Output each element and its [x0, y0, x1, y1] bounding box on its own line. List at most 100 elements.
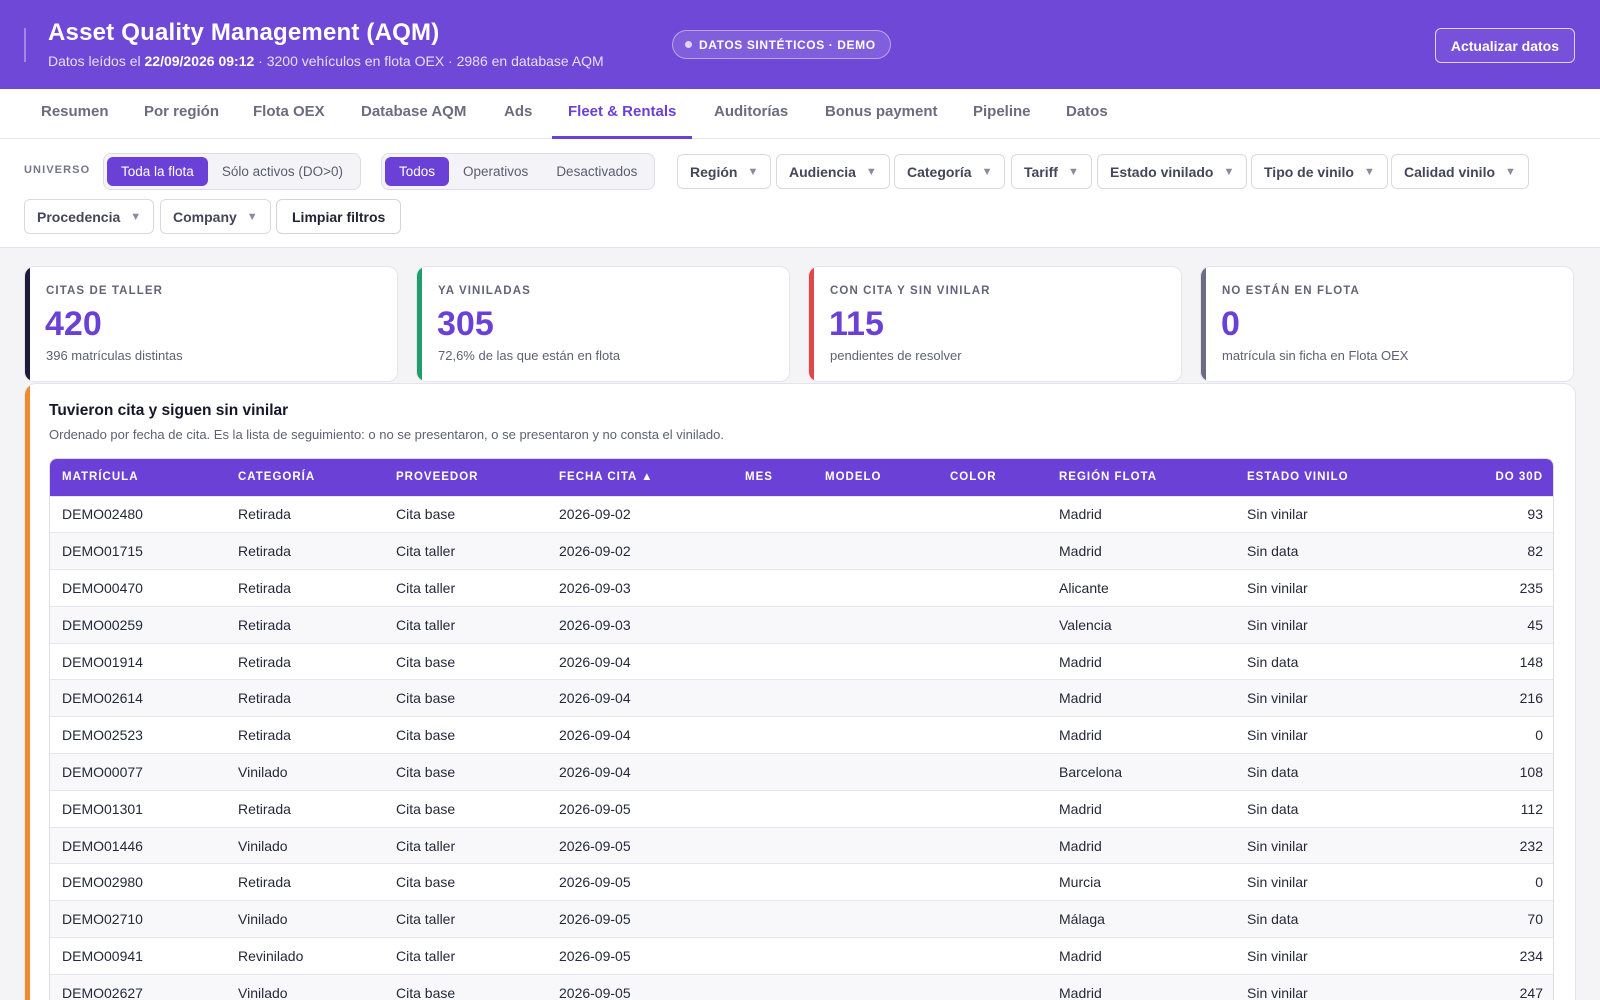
tab-flota-oex[interactable]: Flota OEX [253, 103, 325, 120]
cell-mes [733, 495, 813, 533]
cell-do-30d: 45 [1430, 605, 1553, 644]
cell-estado-vinilo: Sin vinilar [1235, 495, 1430, 533]
table-row[interactable]: DEMO00941 Revinilado Cita taller 2026-09-05… [50, 937, 1553, 975]
table-row[interactable]: DEMO00077 Vinilado Cita base 2026-09-04 Barc… [50, 753, 1553, 791]
calidad-vinilo-dropdown[interactable]: Calidad vinilo ▼ [1391, 154, 1529, 189]
table-row[interactable]: DEMO01446 Vinilado Cita taller 2026-09-05 Ma… [50, 826, 1553, 864]
cell-mes [733, 937, 813, 975]
cell-proveedor: Cita base [384, 716, 547, 754]
universe-active-only[interactable]: Sólo activos (DO>0) [221, 164, 343, 179]
table-row[interactable]: DEMO00470 Retirada Cita taller 2026-09-03 Al… [50, 569, 1553, 607]
cell-color [938, 863, 1047, 901]
tab-ads[interactable]: Ads [504, 103, 533, 120]
cell-matricula: DEMO02980 [50, 863, 226, 901]
cell-fecha-cita: 2026-09-05 [547, 937, 733, 975]
tipo-vinilo-dropdown[interactable]: Tipo de vinilo ▼ [1251, 154, 1388, 189]
cell-categoria: Retirada [226, 532, 384, 570]
tab-bonus-payment[interactable]: Bonus payment [825, 103, 938, 120]
cell-color [938, 789, 1047, 828]
kpi-title: CON CITA Y SIN VINILAR [830, 285, 991, 297]
cell-categoria: Retirada [226, 679, 384, 717]
table-row[interactable]: DEMO00259 Retirada Cita taller 2026-09-03 Va… [50, 605, 1553, 644]
col-proveedor[interactable]: PROVEEDOR [384, 459, 547, 496]
cell-mes [733, 605, 813, 644]
col-color[interactable]: COLOR [938, 459, 1047, 496]
cell-categoria: Retirada [226, 605, 384, 644]
col-estado-vinilo[interactable]: ESTADO VINILO [1235, 459, 1430, 496]
cell-mes [733, 863, 813, 901]
cell-mes [733, 900, 813, 938]
col-modelo[interactable]: MODELO [813, 459, 938, 496]
cell-do-30d: 0 [1430, 863, 1553, 901]
cell-matricula: DEMO02710 [50, 900, 226, 938]
company-dropdown[interactable]: Company ▼ [160, 199, 271, 234]
clear-filters-button[interactable]: Limpiar filtros [276, 199, 402, 234]
table-row[interactable]: DEMO02710 Vinilado Cita taller 2026-09-05 Má… [50, 900, 1553, 938]
cell-modelo [813, 532, 938, 570]
table-row[interactable]: DEMO01914 Retirada Cita base 2026-09-04 Madr… [50, 642, 1553, 680]
cell-do-30d: 70 [1430, 900, 1553, 938]
tab-resumen[interactable]: Resumen [41, 103, 109, 120]
cell-modelo [813, 789, 938, 828]
universe-all-fleet[interactable]: Toda la flota [107, 157, 208, 186]
tab-pipeline[interactable]: Pipeline [973, 103, 1031, 120]
status-desactivados[interactable]: Desactivados [556, 164, 638, 179]
chevron-down-icon: ▼ [1223, 165, 1235, 178]
cell-region-flota: Madrid [1047, 826, 1235, 864]
table-row[interactable]: DEMO01715 Retirada Cita taller 2026-09-02 Ma… [50, 532, 1553, 570]
kpi-value: 305 [437, 305, 494, 343]
cell-categoria: Vinilado [226, 900, 384, 938]
cell-mes [733, 679, 813, 717]
cell-color [938, 642, 1047, 680]
col-do-30d[interactable]: DO 30D [1430, 459, 1553, 496]
universe-toggle: Toda la flota Sólo activos (DO>0) [103, 153, 361, 190]
table-row[interactable]: DEMO01301 Retirada Cita base 2026-09-05 Madr… [50, 789, 1553, 828]
cell-modelo [813, 863, 938, 901]
table-row[interactable]: DEMO02627 Vinilado Cita base 2026-09-05 Madr… [50, 973, 1553, 1000]
col-categoria[interactable]: CATEGORÍA [226, 459, 384, 496]
col-region-flota[interactable]: REGIÓN FLOTA [1047, 459, 1235, 496]
table-row[interactable]: DEMO02980 Retirada Cita base 2026-09-05 Murc… [50, 863, 1553, 901]
tab-fleet-rentals[interactable]: Fleet & Rentals [551, 89, 693, 139]
col-matricula[interactable]: MATRÍCULA [50, 459, 226, 496]
cell-matricula: DEMO01914 [50, 642, 226, 680]
region-dropdown[interactable]: Región ▼ [677, 154, 772, 189]
col-mes[interactable]: MES [733, 459, 813, 496]
cell-categoria: Retirada [226, 863, 384, 901]
cell-matricula: DEMO00470 [50, 569, 226, 607]
cell-estado-vinilo: Sin data [1235, 642, 1430, 680]
table-row[interactable]: DEMO02614 Retirada Cita base 2026-09-04 Madr… [50, 679, 1553, 717]
tab-database-aqm[interactable]: Database AQM [361, 103, 467, 120]
cell-categoria: Retirada [226, 642, 384, 680]
dropdown-label: Tariff [1024, 163, 1058, 180]
cell-modelo [813, 826, 938, 864]
tariff-dropdown[interactable]: Tariff ▼ [1011, 154, 1092, 189]
categoria-dropdown[interactable]: Categoría ▼ [894, 154, 1006, 189]
audiencia-dropdown[interactable]: Audiencia ▼ [776, 154, 890, 189]
status-all[interactable]: Todos [385, 157, 450, 186]
cell-fecha-cita: 2026-09-05 [547, 900, 733, 938]
tab-por-region[interactable]: Por región [144, 103, 220, 120]
kpi-con-cita-sin-vinilar: CON CITA Y SIN VINILAR 115 pendientes de… [808, 266, 1182, 382]
dropdown-label: Audiencia [789, 163, 856, 180]
cell-estado-vinilo: Sin vinilar [1235, 863, 1430, 901]
procedencia-dropdown[interactable]: Procedencia ▼ [24, 199, 155, 234]
chevron-down-icon: ▼ [981, 165, 993, 178]
tab-auditorias[interactable]: Auditorías [714, 103, 789, 120]
status-operativos[interactable]: Operativos [463, 164, 529, 179]
refresh-data-button[interactable]: Actualizar datos [1434, 28, 1575, 63]
kpi-title: CITAS DE TALLER [46, 285, 164, 297]
table-row[interactable]: DEMO02480 Retirada Cita base 2026-09-02 Madr… [50, 495, 1553, 533]
cell-proveedor: Cita base [384, 973, 547, 1000]
table-body: DEMO02480 Retirada Cita base 2026-09-02 Madr… [50, 495, 1553, 1000]
cell-categoria: Retirada [226, 569, 384, 607]
col-fecha-cita[interactable]: FECHA CITA ▲ [547, 459, 733, 496]
cell-region-flota: Málaga [1047, 900, 1235, 938]
table-row[interactable]: DEMO02523 Retirada Cita base 2026-09-04 Madr… [50, 716, 1553, 754]
cell-matricula: DEMO01446 [50, 826, 226, 864]
cell-fecha-cita: 2026-09-02 [547, 495, 733, 533]
estado-vinilado-dropdown[interactable]: Estado vinilado ▼ [1097, 154, 1248, 189]
cell-estado-vinilo: Sin vinilar [1235, 937, 1430, 975]
tab-datos[interactable]: Datos [1066, 103, 1108, 120]
chevron-down-icon: ▼ [1067, 165, 1079, 178]
